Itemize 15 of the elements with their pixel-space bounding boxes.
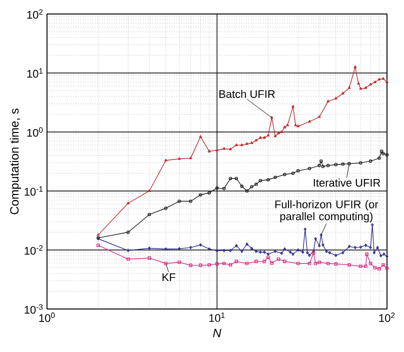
x-axis-title: N (213, 328, 222, 338)
series-label: Batch UFIR (219, 90, 275, 98)
y-tick-label: 10$^{1}$ (27, 68, 43, 78)
y-axis-title: Computation time, s (10, 108, 22, 214)
y-tick-label: 10$^{2}$ (27, 9, 43, 19)
x-tick-label: 10$^{2}$ (379, 312, 395, 322)
series-label: Iterative UFIR (314, 178, 380, 187)
y-tick-label: 10$^{-3}$ (24, 304, 43, 314)
y-tick-label: 10$^{-2}$ (24, 245, 43, 255)
x-tick-label: 10$^{1}$ (209, 312, 225, 322)
series-label: Full-horizon UFIR (or parallel computing) (275, 200, 378, 222)
series-label: KF (162, 273, 176, 281)
y-tick-label: 10$^{-1}$ (24, 186, 43, 196)
y-tick-label: 10$^{0}$ (27, 127, 43, 137)
x-tick-label: 10$^{0}$ (39, 312, 55, 322)
